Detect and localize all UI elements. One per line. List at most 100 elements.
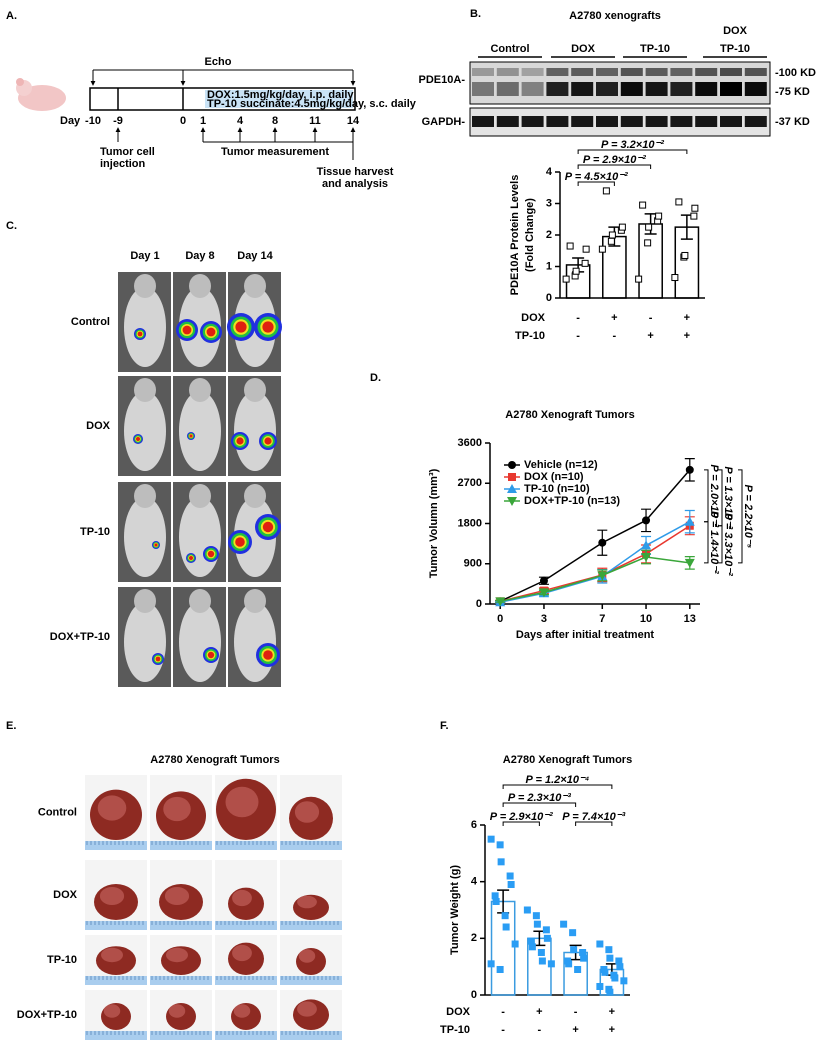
condition-sign: + [611,312,617,324]
p-value: P = 1.3×10⁻³ [722,466,734,529]
ruler [215,976,277,985]
p-value: P = 2.2×10⁻⁵ [742,484,754,548]
mouse-body [124,391,166,471]
blot-band [620,82,643,96]
blot-band [596,82,618,96]
blot-band [670,82,693,96]
data-point [596,983,604,990]
data-point [642,516,651,525]
data-point [644,239,652,247]
tumor-highlight [233,1004,251,1018]
x-tick-label: 10 [640,613,652,625]
bli-signal [263,650,273,660]
y-tick-label: 4 [546,166,553,178]
tumor-highlight [99,887,125,905]
blot-band [695,68,718,76]
ruler [215,841,277,850]
size-marker: -37 KD [775,116,810,128]
blot-band [571,116,594,127]
y-axis-label: Tumor Volumn (mm³) [428,468,440,578]
data-point [501,912,509,920]
imaging-row-label: TP-10 [80,526,110,538]
data-point [570,946,578,954]
condition-sign: - [501,1024,505,1036]
y-axis-label: PDE10A Protein Levels [509,175,521,296]
p-value: P = 2.9×10⁻² [583,154,646,166]
p-value: P = 7.4×10⁻³ [562,811,625,823]
data-point [675,198,683,206]
y-tick-label: 2 [546,229,552,241]
day-number: 0 [180,115,186,127]
day-header: Day 1 [130,250,159,262]
condition-sign: + [647,330,653,342]
mouse-head [189,378,211,402]
legend-marker [507,484,517,493]
data-point [527,937,535,945]
blot-band [645,68,668,76]
y-tick-label: 0 [546,292,552,304]
data-point [602,187,610,195]
condition-sign: - [613,330,617,342]
data-point [579,949,587,956]
condition-sign: - [576,330,580,342]
data-point [681,251,689,259]
blot-band [744,68,767,76]
ruler [280,1031,342,1040]
day-header: Day 14 [237,250,273,262]
significance-bracket [502,802,577,807]
significance-bracket [577,164,652,169]
data-point [496,966,504,973]
tumor-highlight [103,1004,121,1018]
bli-signal [189,434,193,438]
panel-label: F. [440,720,449,732]
data-point [581,259,589,267]
ruler [280,841,342,850]
data-point [565,960,573,968]
treatment-text: TP-10 succinate:4.5mg/kg/day, s.c. daily [207,98,417,110]
data-point [616,963,624,971]
y-tick-label: 0 [471,989,477,1001]
size-marker: -100 KD [775,67,816,79]
data-point [645,223,653,231]
blot-band [496,82,519,96]
condition-sign: + [684,330,690,342]
data-point [497,858,505,866]
photo-row-label: Control [38,806,77,818]
blot-band [744,82,767,96]
data-point [511,940,519,948]
data-point [502,923,510,931]
blot-band [521,68,544,76]
significance-bracket [738,469,743,564]
day-number: 14 [347,115,360,127]
data-point [597,571,608,581]
bli-signal [207,651,215,659]
p-value: P = 3.3×10⁻² [722,513,734,576]
data-point [691,204,699,212]
mouse-body [179,602,221,682]
injection-label: Tumor cell [100,146,155,158]
y-tick-label: 3 [546,197,552,209]
data-point [492,898,500,905]
photo-row-label: DOX+TP-10 [17,1009,77,1021]
data-point [580,954,588,962]
significance-bracket [502,784,613,789]
bli-signal [207,550,215,558]
data-point [655,212,663,220]
ruler [150,921,212,930]
data-point [569,929,577,937]
y-tick-label: 4 [471,876,478,888]
blot-band [571,68,594,76]
mouse-head [134,589,156,613]
panel-label: B. [470,8,481,20]
blot-band [472,116,494,127]
bli-signal [235,537,245,547]
mouse-head [189,589,211,613]
data-point [574,966,582,973]
data-point [537,949,545,956]
data-point [685,465,694,474]
tumor-highlight [166,947,188,963]
data-point [598,538,607,547]
day-number: 8 [272,115,278,127]
data-point [606,988,614,996]
blot-band [472,68,494,76]
